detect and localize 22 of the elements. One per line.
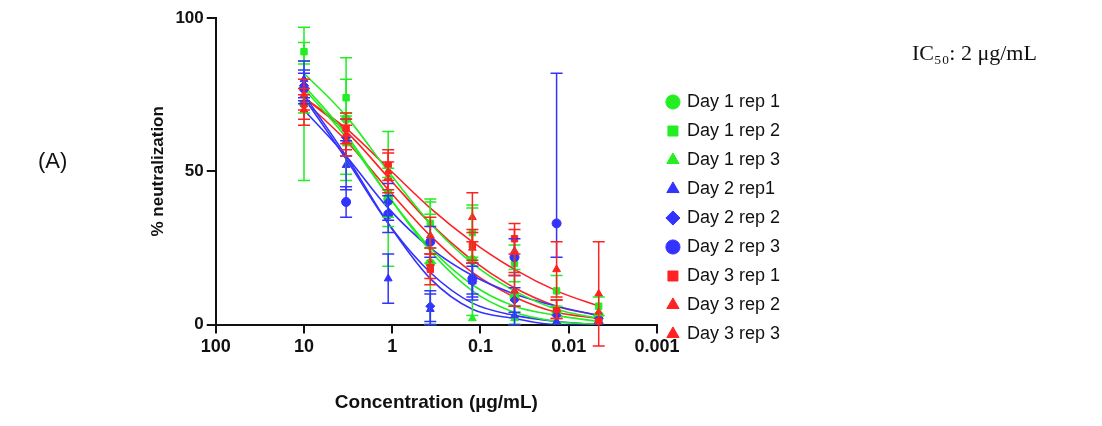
legend-label: Day 3 rep 2 [686, 293, 781, 314]
x-axis-title: Concentration (µg/mL) [334, 390, 538, 412]
y-axis-title: % neutralization [147, 106, 167, 237]
legend-label: Day 3 rep 3 [686, 322, 781, 343]
legend-label: Day 3 rep 1 [686, 264, 781, 285]
legend-label: Day 2 rep 3 [686, 235, 781, 256]
x-tick-label: 100 [200, 336, 231, 357]
y-tick-label: 50 [184, 160, 204, 180]
y-tick-label: 100 [175, 7, 204, 27]
text: (A) [38, 148, 68, 174]
x-tick-label: 10 [293, 336, 315, 357]
y-tick-label: 0 [194, 314, 204, 334]
legend-label: Day 2 rep 2 [686, 206, 781, 227]
x-tick-label: 0.01 [551, 336, 587, 357]
legend-label: Day 1 rep 3 [686, 148, 781, 169]
x-tick-label: 0.1 [467, 336, 493, 357]
x-tick-label: 1 [387, 336, 398, 357]
legend-label: Day 1 rep 1 [686, 90, 781, 111]
text: IC₅₀: 2 μg/mL [912, 40, 1037, 66]
x-tick-label: 0.001 [634, 336, 680, 357]
legend-label: Day 1 rep 2 [686, 119, 781, 140]
legend-label: Day 2 rep1 [686, 177, 776, 198]
